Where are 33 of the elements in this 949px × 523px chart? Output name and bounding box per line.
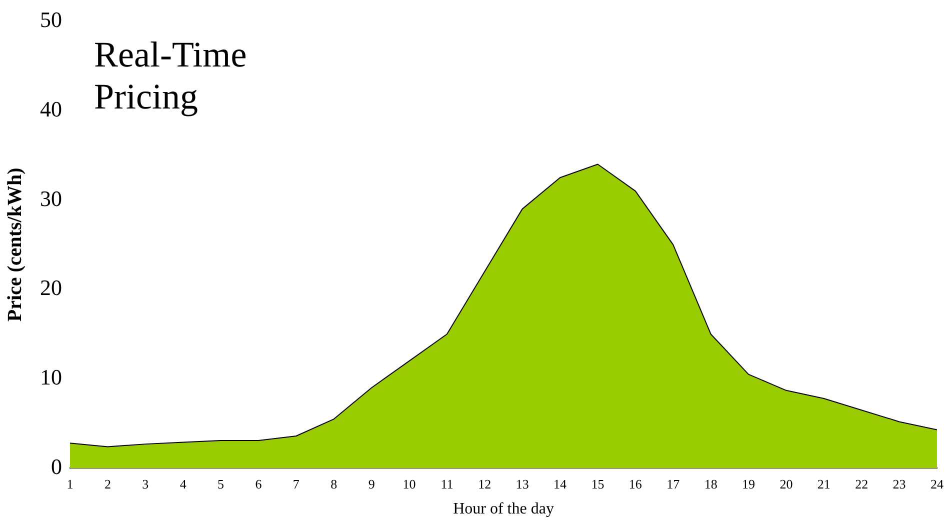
x-tick-label: 11 [440, 476, 454, 492]
x-tick-label: 16 [628, 476, 642, 492]
x-tick-label: 20 [780, 476, 793, 492]
y-tick-label: 0 [51, 454, 62, 479]
x-tick-label: 23 [892, 476, 906, 492]
x-tick-label: 17 [666, 476, 680, 492]
x-tick-label: 22 [855, 476, 868, 492]
x-tick-label: 4 [180, 476, 187, 492]
x-tick-label: 24 [930, 476, 944, 492]
y-axis-title: Price (cents/kWh) [4, 168, 26, 322]
x-tick-label: 7 [292, 476, 300, 492]
x-tick-label: 10 [402, 476, 416, 492]
y-tick-label: 30 [40, 186, 62, 211]
x-tick-label: 12 [478, 476, 492, 492]
x-tick-label: 13 [516, 476, 529, 492]
text: Real-Time Pricing [94, 34, 247, 117]
y-tick-label: 40 [40, 96, 62, 122]
y-tick-label: 50 [40, 6, 62, 32]
x-tick-label: 3 [142, 476, 149, 492]
x-tick-label: 6 [255, 476, 262, 492]
x-tick-label: 19 [742, 476, 756, 492]
y-tick-label: 20 [40, 275, 62, 300]
x-axis-title: Hour of the day [453, 500, 554, 518]
x-tick-label: 14 [554, 476, 568, 492]
x-tick-label: 2 [104, 476, 111, 492]
x-tick-label: 8 [330, 476, 338, 492]
x-tick-label: 5 [218, 476, 224, 492]
y-tick-label: 10 [40, 364, 62, 390]
x-tick-label: 15 [591, 476, 604, 492]
x-tick-label: 1 [66, 476, 74, 492]
x-tick-label: 9 [368, 476, 375, 492]
x-tick-label: 21 [817, 476, 830, 492]
x-tick-label: 18 [704, 476, 718, 492]
